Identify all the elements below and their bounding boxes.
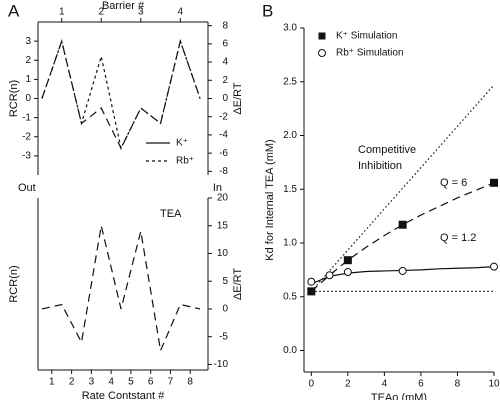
y-tick-label: 2.5: [283, 76, 297, 87]
x-tick-label: 6: [418, 379, 424, 390]
circle-marker: [398, 266, 407, 275]
series-line: [310, 182, 495, 292]
y-tick-label: -3: [22, 151, 31, 162]
legend-swatch: [318, 32, 326, 40]
annotation: Q = 6: [440, 177, 467, 189]
y-tick-label: -2: [22, 131, 31, 142]
y-axis-label: RCR(n): [8, 80, 20, 117]
x-tick-label: 4: [108, 377, 114, 388]
legend-label: K⁺: [176, 138, 188, 149]
series-line: [41, 225, 201, 353]
legend-label: Rb⁺ Simulation: [336, 48, 404, 59]
x-tick-label: 2: [345, 379, 351, 390]
square-marker: [343, 256, 352, 265]
y2-tick-label: 0: [222, 93, 228, 104]
x2-tick-label: 3: [138, 7, 144, 18]
y-tick-label: 3.0: [283, 23, 297, 34]
x-axis-label: TEAo (mM): [371, 392, 427, 400]
x-tick-label: 2: [69, 377, 75, 388]
y2-tick-label: 6: [222, 38, 228, 49]
y2-tick-label: 4: [222, 57, 228, 68]
y-tick-label: 3: [25, 36, 31, 47]
circle-marker: [490, 262, 498, 271]
x-tick-label: 3: [89, 377, 95, 388]
y2-tick-label: 2: [222, 75, 228, 86]
y2-axis-label: ΔE/RT: [232, 82, 244, 114]
square-marker: [307, 287, 316, 296]
panel-label: A: [8, 1, 20, 20]
y2-tick-label: 5: [222, 276, 228, 287]
x-tick-label: 8: [187, 377, 193, 388]
x-tick-label: 4: [382, 379, 388, 390]
y2-tick-label: -2: [219, 111, 228, 122]
annotation: Out: [18, 182, 36, 194]
y2-tick-label: -6: [219, 148, 228, 159]
annotation: In: [213, 182, 222, 194]
y-tick-label: 1.0: [283, 238, 297, 249]
x-tick-label: 5: [128, 377, 134, 388]
y2-axis-label: ΔE/RT: [232, 268, 244, 300]
series-line: [41, 38, 201, 151]
x-tick-label: 10: [488, 379, 500, 390]
x-axis-label: Rate Contstant #: [82, 390, 165, 400]
legend-label: K⁺ Simulation: [336, 31, 397, 42]
square-marker: [490, 178, 498, 187]
y2-tick-label: 20: [217, 193, 229, 204]
y-tick-label: 0.0: [283, 345, 297, 356]
x-tick-label: 0: [309, 379, 315, 390]
x-tick-label: 8: [455, 379, 461, 390]
circle-marker: [307, 277, 316, 286]
y-axis-label: Kd for Internal TEA (mM): [264, 139, 276, 260]
y2-tick-label: -4: [219, 130, 228, 141]
y-tick-label: 1: [25, 74, 31, 85]
y-tick-label: 2.0: [283, 130, 297, 141]
x2-tick-label: 4: [178, 7, 184, 18]
x-tick-label: 7: [168, 377, 174, 388]
square-marker: [398, 220, 407, 229]
y2-tick-label: -8: [219, 166, 228, 177]
legend-label: Rb⁺: [176, 156, 194, 167]
annotation: TEA: [160, 208, 182, 220]
y-tick-label: -1: [22, 112, 31, 123]
y2-tick-label: -5: [219, 331, 228, 342]
y2-tick-label: 10: [217, 248, 229, 259]
annotation: Q = 1.2: [440, 232, 476, 244]
y2-tick-label: -10: [214, 359, 229, 370]
circle-marker: [325, 271, 334, 280]
panel-label: B: [262, 1, 273, 20]
y2-tick-label: 8: [222, 20, 228, 31]
y2-tick-label: 0: [222, 304, 228, 315]
x-tick-label: 1: [49, 377, 55, 388]
y-tick-label: 2: [25, 55, 31, 66]
x2-tick-label: 1: [59, 7, 65, 18]
x-tick-label: 6: [148, 377, 154, 388]
y-tick-label: 0.5: [283, 291, 297, 302]
y-axis-label: RCR(n): [8, 265, 20, 302]
x2-tick-label: 2: [98, 7, 104, 18]
x2-axis-label: Barrier #: [102, 0, 145, 12]
y-tick-label: 1.5: [283, 184, 297, 195]
annotation: Competitive: [358, 144, 416, 156]
y-tick-label: 0: [25, 93, 31, 104]
annotation: Inhibition: [358, 160, 402, 172]
circle-marker: [343, 268, 352, 277]
legend-swatch: [318, 49, 326, 57]
y2-tick-label: 15: [217, 220, 229, 231]
